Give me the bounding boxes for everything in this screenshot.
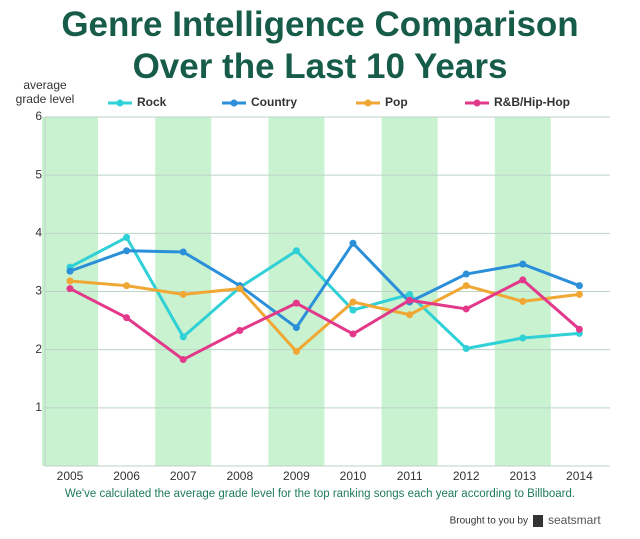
data-point	[462, 282, 470, 290]
data-point	[406, 296, 414, 304]
data-point	[123, 314, 131, 322]
logo-icon	[533, 515, 543, 527]
data-point	[349, 330, 357, 338]
y-tick-label: 3	[35, 284, 42, 298]
legend-dot	[364, 99, 372, 107]
data-point	[406, 290, 414, 298]
brand: seatsmart	[548, 513, 601, 527]
data-point	[123, 282, 131, 290]
legend-label: Pop	[385, 95, 408, 109]
data-point	[349, 239, 357, 247]
legend-item: Rock	[108, 95, 167, 109]
data-point	[462, 345, 470, 353]
legend-dot	[230, 99, 238, 107]
x-tick-label: 2007	[170, 469, 197, 483]
data-point	[179, 248, 187, 256]
chart-title: Genre Intelligence Comparison Over the L…	[61, 5, 579, 86]
data-point	[519, 276, 527, 284]
data-point	[462, 305, 470, 313]
data-point	[292, 247, 300, 255]
footnote: We've calculated the average grade level…	[65, 488, 575, 500]
credit: Brought to you by	[450, 516, 528, 527]
x-tick-label: 2012	[453, 469, 480, 483]
data-point	[406, 311, 414, 319]
legend-item: Country	[222, 95, 297, 109]
data-point	[66, 285, 74, 293]
y-axis-label: average grade level	[15, 78, 75, 106]
y-tick-label: 2	[35, 342, 42, 356]
series-line	[69, 278, 581, 362]
data-point	[575, 325, 583, 333]
data-point	[292, 347, 300, 355]
data-point	[179, 290, 187, 298]
x-tick-label: 2013	[509, 469, 536, 483]
series-line	[69, 235, 580, 351]
x-tick-label: 2008	[226, 469, 253, 483]
y-tick-label: 1	[35, 400, 42, 414]
data-point	[123, 247, 131, 255]
x-tick-label: 2014	[566, 469, 593, 483]
data-point	[519, 334, 527, 342]
data-point	[519, 297, 527, 305]
y-tick-label: 4	[35, 226, 42, 240]
legend-label: Rock	[137, 95, 167, 109]
data-point	[179, 356, 187, 364]
data-point	[349, 298, 357, 306]
data-point	[236, 285, 244, 293]
data-point	[66, 267, 74, 275]
data-point	[179, 333, 187, 341]
data-point	[519, 260, 527, 268]
data-point	[575, 282, 583, 290]
legend-label: Country	[251, 95, 297, 109]
data-point	[236, 326, 244, 334]
data-point	[462, 270, 470, 278]
series-line	[69, 241, 580, 330]
x-tick-label: 2010	[340, 469, 367, 483]
legend-label: R&B/Hip-Hop	[494, 95, 570, 109]
data-point	[66, 277, 74, 285]
legend-dot	[473, 99, 481, 107]
data-point	[292, 324, 300, 332]
y-tick-label: 6	[35, 109, 42, 123]
data-point	[292, 299, 300, 307]
x-tick-label: 2006	[113, 469, 140, 483]
legend-item: Pop	[356, 95, 408, 109]
x-tick-label: 2011	[397, 469, 423, 483]
data-point	[575, 290, 583, 298]
x-tick-label: 2005	[57, 469, 84, 483]
y-tick-label: 5	[35, 167, 42, 181]
legend-item: R&B/Hip-Hop	[465, 95, 570, 109]
data-point	[349, 306, 357, 314]
data-point	[123, 233, 131, 241]
legend-dot	[116, 99, 124, 107]
x-tick-label: 2009	[283, 469, 310, 483]
